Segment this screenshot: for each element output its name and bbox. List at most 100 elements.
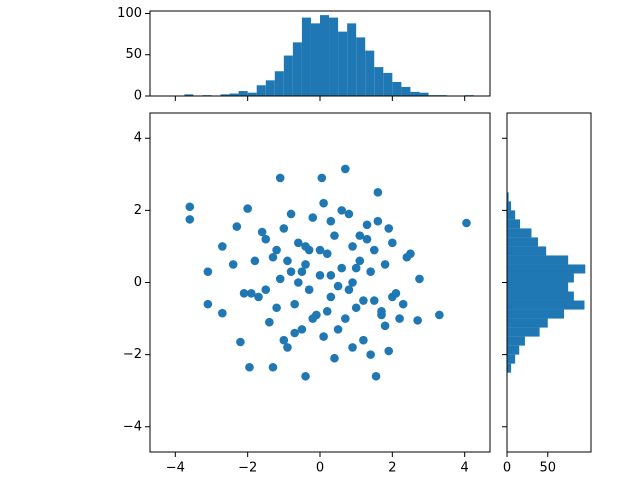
histogram-bar [274,71,284,96]
scatter-point [341,314,350,323]
histogram-bar [392,81,402,96]
scatter-point [283,256,292,266]
histogram-bar [292,42,302,96]
scatter-point [319,332,328,341]
scatter-point [245,362,254,372]
scatter-point [218,308,227,318]
histogram-bar [256,85,266,96]
y-tick-label: 100 [117,6,142,21]
histogram-bar [507,345,520,355]
scatter-point [326,292,336,302]
scatter-point [246,289,256,298]
scatter-point [366,267,375,276]
histogram-bar [238,91,248,96]
histogram-bar [507,354,516,364]
scatter-point [322,307,332,316]
scatter-point [286,267,296,276]
scatter-point [413,316,422,325]
scatter-point [232,222,242,231]
scatter-point [395,314,404,323]
scatter-point [366,350,375,359]
scatter-point [359,296,368,305]
scatter-point [337,263,347,273]
histogram-bar [220,94,230,96]
x-tick-label: −2 [238,461,257,476]
scatter-point [348,242,357,251]
histogram-bar [507,291,574,301]
histogram-bar [507,300,585,310]
scatter-point [362,220,372,230]
histogram-bar [374,67,384,96]
scatter-point [344,285,354,295]
histogram-bar [283,55,293,96]
scatter-point [351,303,361,313]
scatter-point [261,234,271,244]
scatter-point [308,213,318,222]
scatter-point [326,270,336,280]
scatter-point [319,198,328,208]
scatter-point [380,321,390,331]
scatter-point [290,328,299,338]
scatter-point [272,303,281,313]
y-tick-label: −4 [123,419,142,434]
scatter-point [351,263,361,273]
histogram-bar [507,219,521,229]
scatter-point [297,267,307,276]
histogram-bar [507,246,547,256]
scatter-point [322,249,332,258]
scatter-point [290,299,299,309]
scatter-point [297,325,307,334]
histogram-bar [383,72,393,96]
y-tick-label: 0 [134,89,142,104]
histogram-bar [507,192,509,202]
scatter-point [373,188,383,197]
scatter-point [275,274,285,284]
scatter-point [406,249,415,258]
scatter-point [344,209,354,219]
scatter-point [330,353,339,363]
histogram-bar [507,282,569,292]
histogram-bar [507,309,565,319]
scatter-point [371,371,381,381]
scatter-point [384,224,394,233]
y-tick-label: 2 [134,203,142,218]
histogram-bar [507,363,512,373]
scatter-point [326,216,336,226]
scatter-point [348,343,357,352]
scatter-point [384,346,394,356]
histogram-bar [507,255,569,265]
y-tick-label: 4 [134,131,142,146]
histogram-bar [507,210,516,220]
scatter-point [355,256,365,266]
histogram-bar [507,201,512,211]
scatter-point [369,245,379,255]
scatter-point [243,204,252,213]
y-tick-label: −2 [123,347,142,362]
scatter-point [308,314,318,323]
scatter-point [359,335,368,345]
scatter-point [315,270,325,280]
scatter-point [293,238,303,248]
x-tick-label: 0 [503,461,511,476]
scatter-point [333,281,343,291]
scatter-point [317,173,327,183]
scatter-point [377,307,386,316]
x-tick-label: 4 [461,461,469,476]
scatter-point [268,252,278,262]
histogram-bar [507,318,548,328]
scatter-point [218,242,227,251]
scatter-point [265,317,274,327]
scatter-point [398,299,408,309]
scatter-point [462,218,471,228]
scatter-point [293,278,303,287]
scatter-point [236,337,245,347]
histogram-bar [347,23,357,97]
scatter-point [203,267,213,276]
histogram-bar [507,264,586,274]
scatter-point [272,245,281,255]
scatter-point [185,215,195,224]
scatter-point [279,224,289,233]
scatter-point [283,343,292,352]
y-tick-label: 0 [134,275,142,290]
histogram-bar [419,92,429,96]
